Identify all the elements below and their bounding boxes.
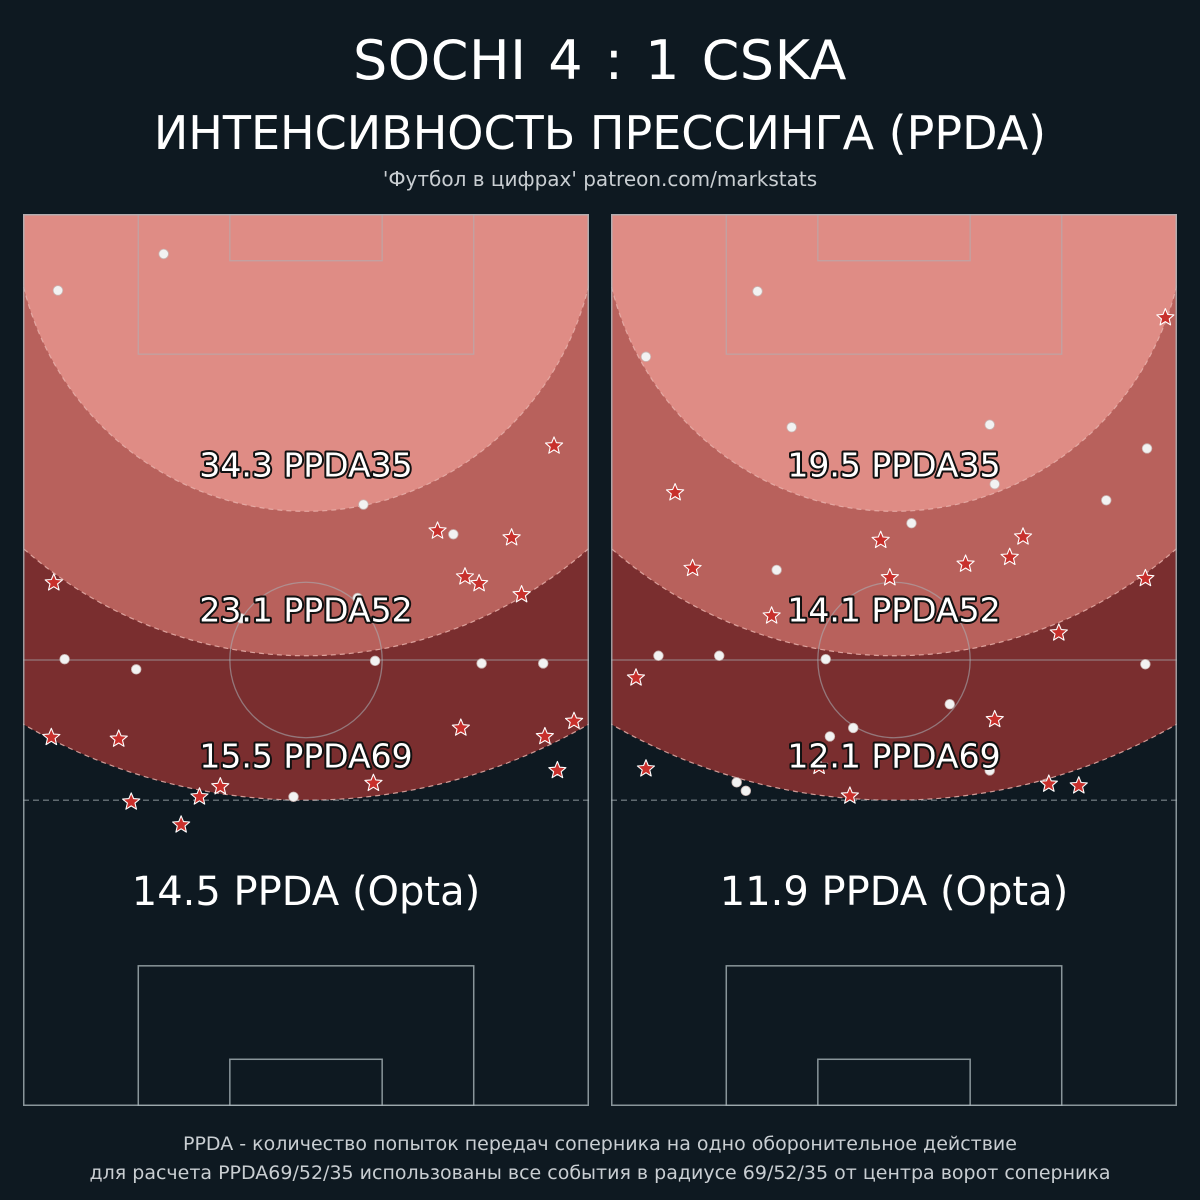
pass-marker: [158, 248, 169, 260]
pass-marker: [640, 351, 652, 362]
defensive-action-marker: [683, 558, 702, 577]
defensive-action-marker: [211, 777, 230, 795]
pass-marker: [130, 664, 142, 675]
defensive-action-marker: [44, 573, 63, 591]
pass-marker: [771, 564, 782, 576]
defensive-action-marker: [1013, 527, 1033, 545]
defensive-action-marker: [665, 483, 685, 501]
defensive-action-marker: [1136, 568, 1155, 587]
chart-title: SOCHI 4 : 1 CSKA: [353, 29, 847, 92]
defensive-action-marker: [502, 528, 521, 546]
defensive-action-marker: [985, 709, 1004, 728]
label-ppda52: 14.1 PPDA52: [787, 591, 1000, 630]
pass-marker: [1141, 443, 1153, 454]
pass-marker: [235, 613, 247, 624]
pass-marker: [288, 791, 299, 802]
defensive-action-marker: [1156, 308, 1175, 326]
defensive-action-marker: [1049, 623, 1068, 641]
defensive-action-marker: [564, 711, 584, 729]
pass-marker: [906, 518, 917, 529]
footnote-definition: PPDA - количество попыток передач соперн…: [183, 1133, 1017, 1155]
pass-marker: [369, 655, 381, 667]
footnote-method: для расчета PPDA69/52/35 использованы вс…: [89, 1162, 1111, 1184]
pass-marker: [1140, 659, 1151, 670]
defensive-action-marker: [470, 573, 489, 592]
pass-marker: [352, 592, 363, 604]
pass-marker: [786, 422, 797, 433]
penalty-box-top: [137, 214, 475, 355]
label-ppda69: 15.5 PPDA69: [199, 737, 412, 776]
pass-marker: [848, 722, 859, 734]
defensive-action-marker: [1069, 776, 1088, 794]
penalty-box-top: [725, 214, 1063, 355]
pass-marker: [752, 286, 763, 297]
pitch-panel-sochi: 34.3 PPDA35 23.1 PPDA52 15.5 PPDA69 14.5 PP…: [23, 214, 589, 1106]
defensive-action-marker: [1000, 547, 1019, 566]
goal-area-top: [229, 214, 383, 262]
defensive-action-marker: [451, 718, 470, 736]
defensive-action-marker: [512, 585, 531, 603]
pitch-panel-cska: 19.5 PPDA35 14.1 PPDA52 12.1 PPDA69 11.9 PP…: [611, 214, 1177, 1106]
label-ppda35: 34.3 PPDA35: [199, 446, 412, 485]
pitch-outline: [611, 214, 1177, 1106]
pass-marker: [538, 658, 549, 669]
pass-marker: [984, 419, 995, 430]
pass-marker: [714, 650, 725, 661]
defensive-action-marker: [172, 815, 191, 833]
pass-marker: [944, 698, 955, 710]
label-ppda35: 19.5 PPDA35: [787, 446, 1000, 485]
chart-subtitle: ИНТЕНСИВНОСТЬ ПРЕССИНГА (PPDA): [153, 106, 1047, 160]
label-opta: 14.5 PPDA (Opta): [132, 869, 480, 915]
goal-area-top: [817, 214, 971, 262]
defensive-action-marker: [636, 759, 656, 777]
defensive-action-marker: [880, 568, 899, 586]
defensive-action-marker: [762, 606, 781, 624]
label-ppda69: 12.1 PPDA69: [787, 737, 1000, 776]
pass-marker: [740, 785, 752, 797]
defensive-action-marker: [122, 792, 141, 810]
pass-marker: [984, 765, 995, 776]
pass-marker: [731, 777, 742, 788]
defensive-action-marker: [871, 530, 890, 549]
defensive-action-marker: [1039, 774, 1058, 792]
pass-marker: [824, 731, 836, 742]
centre-circle: [229, 581, 383, 739]
zone-ppda35: [23, 214, 589, 512]
pass-marker: [448, 529, 459, 540]
defensive-action-marker: [548, 760, 567, 779]
pass-marker: [820, 653, 831, 665]
defensive-action-marker: [840, 786, 859, 804]
pass-marker: [1101, 495, 1112, 506]
pass-marker: [989, 478, 1000, 490]
pass-marker: [52, 285, 64, 296]
pass-marker: [476, 658, 487, 669]
zone-ppda35: [611, 214, 1177, 512]
defensive-action-marker: [190, 787, 209, 805]
defensive-action-marker: [535, 726, 554, 745]
pass-marker: [358, 499, 369, 510]
label-ppda52: 23.1 PPDA52: [199, 591, 412, 630]
source-credit: 'Футбол в цифрах' patreon.com/markstats: [382, 167, 818, 191]
pitch-outline: [23, 214, 589, 1106]
defensive-action-marker: [544, 436, 564, 454]
defensive-action-marker: [364, 773, 383, 792]
defensive-action-marker: [455, 567, 475, 585]
pass-marker: [653, 650, 664, 661]
defensive-action-marker: [42, 727, 61, 746]
defensive-action-marker: [956, 554, 975, 572]
label-opta: 11.9 PPDA (Opta): [720, 869, 1068, 915]
defensive-action-marker: [809, 756, 829, 775]
defensive-action-marker: [626, 668, 646, 686]
pass-marker: [59, 653, 70, 665]
defensive-action-marker: [428, 521, 447, 539]
defensive-action-marker: [109, 729, 128, 747]
